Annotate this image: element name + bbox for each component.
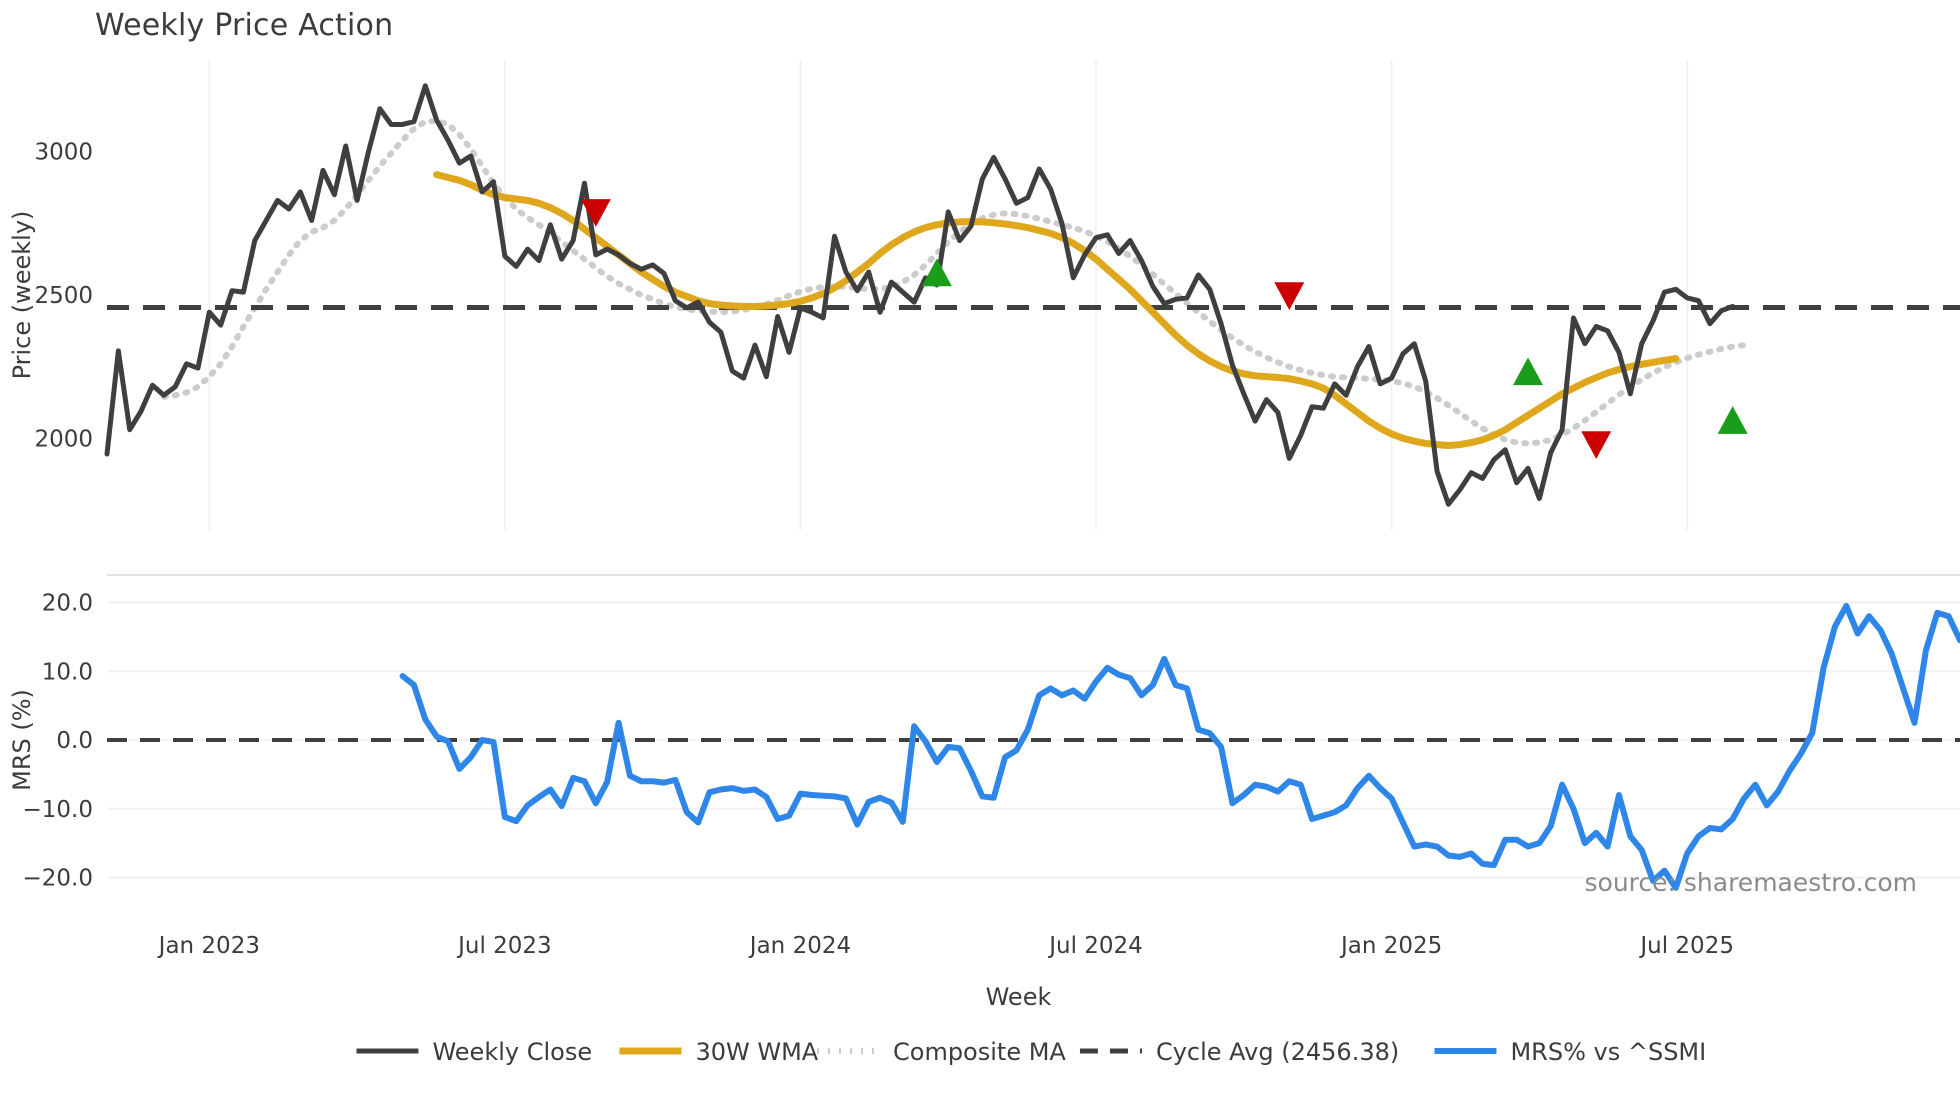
xtick-label-4: Jan 2025 <box>1339 933 1442 959</box>
mrs-ytick-label-4: 20.0 <box>42 591 93 617</box>
legend-item-0[interactable]: Weekly Close <box>356 1038 592 1066</box>
legend-label-4: MRS% vs ^SSMI <box>1510 1038 1706 1066</box>
xtick-label-2: Jan 2024 <box>748 933 851 959</box>
xtick-label-3: Jul 2024 <box>1047 933 1143 959</box>
buy-signal-marker-5[interactable] <box>1717 406 1748 434</box>
legend-item-3[interactable]: Cycle Avg (2456.38) <box>1079 1038 1399 1066</box>
composite-ma-line <box>160 117 1748 447</box>
mrs-axis-label: MRS (%) <box>8 689 36 791</box>
buy-signal-marker-3[interactable] <box>1513 357 1544 386</box>
legend-label-3: Cycle Avg (2456.38) <box>1156 1038 1399 1066</box>
legend-label-0: Weekly Close <box>432 1038 592 1066</box>
sell-signal-marker-0[interactable] <box>580 199 611 227</box>
weekly-close-line <box>104 83 1736 507</box>
xtick-label-0: Jan 2023 <box>157 933 260 959</box>
price-axis-label: Price (weekly) <box>8 211 36 380</box>
xtick-label-1: Jul 2023 <box>456 933 552 959</box>
mrs-percent-line <box>399 602 1960 891</box>
xtick-label-5: Jul 2025 <box>1638 933 1734 959</box>
legend-item-1[interactable]: 30W WMA <box>619 1038 819 1066</box>
chart-title: Weekly Price Action <box>95 8 394 43</box>
mrs-ytick-label-2: 0.0 <box>56 728 93 754</box>
mrs-ytick-label-0: −20.0 <box>23 866 93 892</box>
legend-label-2: Composite MA <box>893 1038 1066 1066</box>
legend-item-2[interactable]: Composite MA <box>817 1038 1066 1066</box>
wma-30w-line <box>433 171 1680 449</box>
week-axis-label: Week <box>986 983 1052 1011</box>
price-ytick-label-2: 3000 <box>34 140 93 166</box>
mrs-ytick-label-1: −10.0 <box>23 797 93 823</box>
source-watermark: source: sharemaestro.com <box>1585 868 1918 897</box>
legend-item-4[interactable]: MRS% vs ^SSMI <box>1434 1038 1706 1066</box>
sell-signal-marker-4[interactable] <box>1581 431 1612 460</box>
price-ytick-label-0: 2000 <box>34 426 93 452</box>
sell-signal-marker-2[interactable] <box>1274 282 1305 310</box>
price-ytick-label-1: 2500 <box>34 283 93 309</box>
buy-signal-marker-1[interactable] <box>921 258 952 287</box>
legend-label-1: 30W WMA <box>695 1038 818 1066</box>
mrs-ytick-label-3: 10.0 <box>42 659 93 685</box>
